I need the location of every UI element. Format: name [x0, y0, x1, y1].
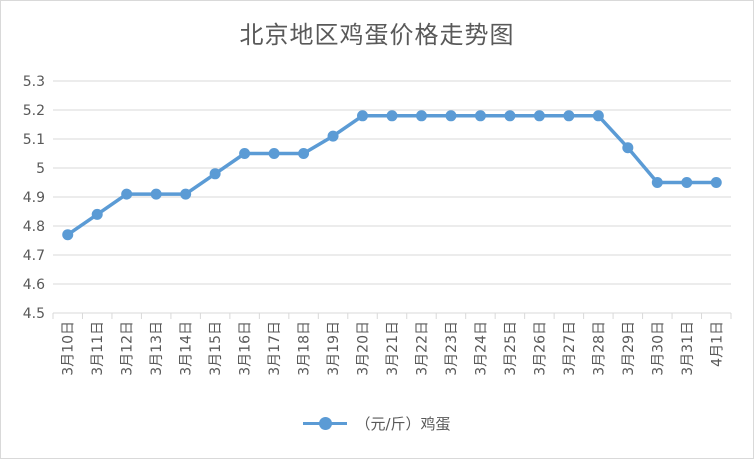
- legend-label: （元/斤）鸡蛋: [355, 415, 451, 433]
- y-tick-label: 5: [36, 161, 45, 177]
- data-point: [622, 142, 634, 154]
- data-point: [445, 110, 457, 122]
- x-tick-label: 3月26日: [532, 321, 548, 376]
- data-point: [268, 148, 280, 159]
- legend-swatch: [303, 417, 348, 430]
- y-tick-label: 5.3: [23, 74, 45, 90]
- x-tick-label: 3月16日: [238, 321, 254, 376]
- data-point: [357, 110, 369, 122]
- legend: （元/斤）鸡蛋: [1, 413, 753, 434]
- y-tick-label: 4.8: [23, 219, 45, 235]
- data-point: [386, 110, 398, 122]
- y-tick-label: 4.7: [23, 248, 45, 264]
- data-point: [327, 130, 339, 142]
- data-point: [710, 177, 722, 188]
- x-tick-label: 3月27日: [562, 321, 578, 376]
- data-point: [62, 229, 74, 241]
- x-tick-label: 3月21日: [385, 321, 401, 376]
- y-tick-label: 4.9: [23, 190, 45, 206]
- x-tick-label: 3月18日: [297, 321, 313, 376]
- x-tick-label: 3月19日: [326, 321, 342, 376]
- x-tick-label: 3月24日: [473, 321, 489, 376]
- x-tick-label: 3月31日: [680, 321, 696, 376]
- y-tick-label: 4.6: [23, 277, 45, 293]
- x-tick-label: 3月14日: [179, 321, 195, 376]
- x-tick-label: 3月22日: [414, 321, 430, 376]
- chart-title: 北京地区鸡蛋价格走势图: [239, 21, 515, 49]
- legend-marker: [319, 417, 333, 430]
- x-tick-label: 3月12日: [120, 321, 136, 376]
- data-point: [533, 110, 545, 122]
- data-point: [150, 188, 162, 200]
- data-point: [91, 208, 103, 220]
- x-tick-label: 3月11日: [90, 321, 106, 376]
- data-point: [415, 110, 427, 122]
- x-tick-label: 3月30日: [650, 321, 666, 376]
- x-tick-label: 3月23日: [444, 321, 460, 376]
- data-point: [298, 148, 310, 159]
- x-tick-label: 3月20日: [356, 321, 372, 376]
- x-tick-label: 3月10日: [61, 321, 77, 376]
- data-point: [592, 110, 604, 122]
- y-tick-label: 5.1: [23, 132, 45, 148]
- data-point: [209, 168, 221, 180]
- x-tick-label: 3月29日: [621, 321, 637, 376]
- x-tick-label: 3月13日: [149, 321, 165, 376]
- x-tick-label: 3月17日: [267, 321, 283, 376]
- x-tick-label: 3月28日: [591, 321, 607, 376]
- data-point: [651, 177, 663, 188]
- x-tick-label: 4月1日: [709, 321, 725, 367]
- data-point: [563, 110, 575, 122]
- series-line: [65, 114, 719, 237]
- data-point: [474, 110, 486, 122]
- x-tick-label: 3月25日: [503, 321, 519, 376]
- data-point: [121, 188, 133, 200]
- y-tick-label: 4.5: [23, 306, 45, 322]
- y-tick-label: 5.2: [23, 103, 45, 119]
- data-point: [504, 110, 516, 122]
- data-point: [681, 177, 693, 188]
- data-point: [239, 148, 251, 159]
- data-point: [180, 188, 192, 200]
- x-tick-label: 3月15日: [208, 321, 224, 376]
